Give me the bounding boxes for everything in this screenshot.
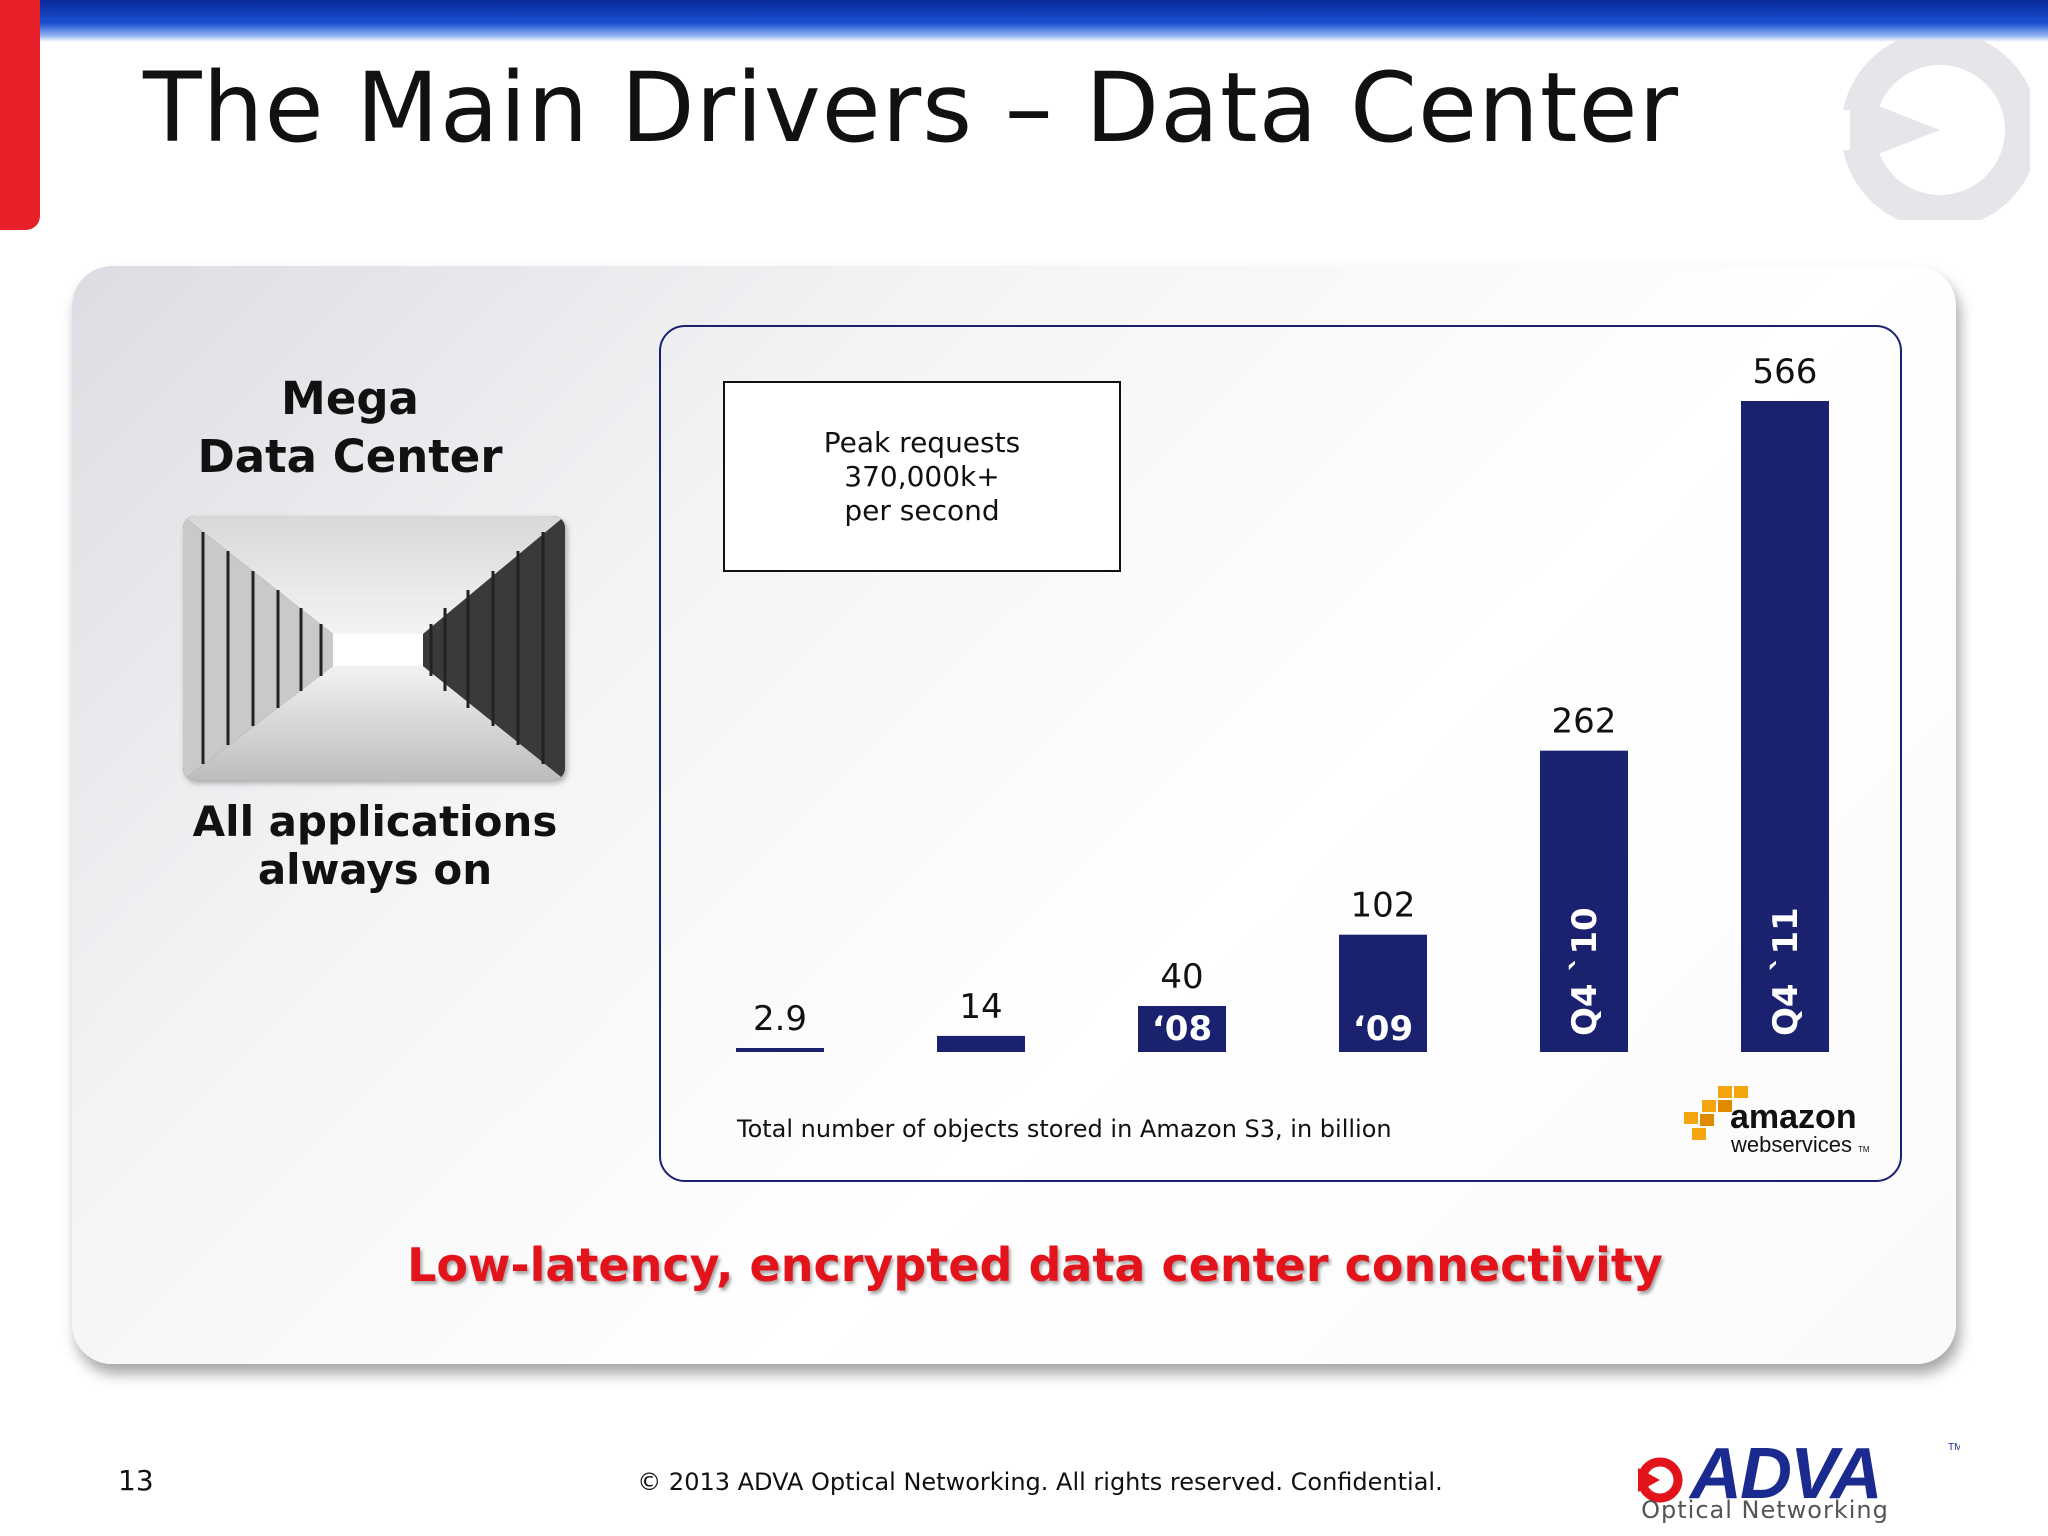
adva-arrow-icon <box>1636 1457 1683 1503</box>
aws-tm: TM <box>1858 1145 1870 1154</box>
mega-data-center-heading: Mega Data Center <box>150 370 550 486</box>
value-label-3: 102 <box>1351 886 1416 926</box>
callout-line-3: per second <box>844 493 1000 527</box>
heading-line-1: Mega <box>281 372 419 425</box>
copyright-notice: © 2013 ADVA Optical Networking. All righ… <box>637 1468 1443 1496</box>
bar-1 <box>937 1035 1025 1052</box>
aws-sub: webservices <box>1730 1132 1852 1157</box>
value-label-5: 566 <box>1753 352 1818 392</box>
chart-frame <box>659 325 1902 1182</box>
heading-line-2: Data Center <box>197 430 503 483</box>
adva-subtitle: Optical Networking <box>1641 1496 1889 1524</box>
category-label-3: ‘09 <box>1353 1009 1413 1049</box>
category-label-2: ‘08 <box>1152 1009 1212 1049</box>
caption-line-1: All applications <box>192 797 558 846</box>
adva-logo: ADVA TM <box>1636 1434 1960 1514</box>
watermark-logo-icon <box>1830 40 2030 220</box>
adva-tm: TM <box>1948 1442 1960 1453</box>
aws-cubes-icon <box>1684 1086 1748 1140</box>
peak-requests-callout: Peak requests 370,000k+ per second <box>723 381 1121 572</box>
bar-5 <box>1741 401 1829 1052</box>
header-accent-tab <box>0 0 40 230</box>
header-bar <box>0 0 2048 42</box>
bar-2 <box>1138 1005 1226 1052</box>
all-applications-caption: All applications always on <box>175 798 575 894</box>
aws-word: amazon <box>1730 1098 1857 1136</box>
adva-wordmark: ADVA <box>1688 1434 1881 1514</box>
bar-0 <box>736 1048 824 1052</box>
value-label-4: 262 <box>1552 702 1617 742</box>
slide-title: The Main Drivers – Data Center <box>143 52 1680 164</box>
callout-line-1: Peak requests <box>823 425 1021 459</box>
bar-3 <box>1339 934 1427 1052</box>
category-label-5: Q4 `11 <box>1766 907 1806 1036</box>
aws-logo: amazon webservices TM <box>1684 1086 1870 1157</box>
callout-line-2: 370,000k+ <box>844 459 1000 493</box>
value-label-2: 40 <box>1160 957 1203 997</box>
caption-line-2: always on <box>257 845 493 894</box>
tagline: Low-latency, encrypted data center conne… <box>407 1238 1663 1292</box>
page-number: 13 <box>118 1464 154 1497</box>
value-label-0: 2.9 <box>753 999 807 1039</box>
category-label-4: Q4 `10 <box>1565 907 1605 1036</box>
value-label-1: 14 <box>959 987 1002 1027</box>
bar-4 <box>1540 750 1628 1052</box>
data-center-photo <box>183 516 565 780</box>
chart-caption: Total number of objects stored in Amazon… <box>737 1115 1392 1143</box>
